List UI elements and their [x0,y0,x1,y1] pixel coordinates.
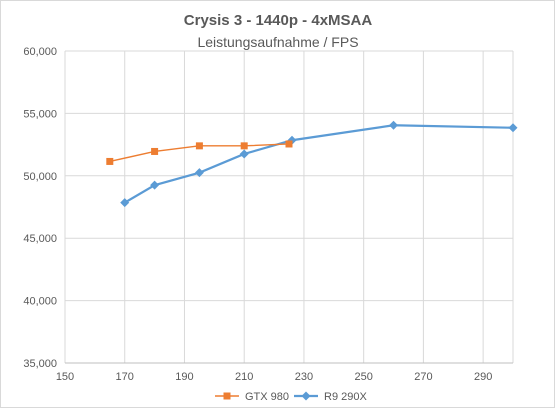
legend-label-gtx-980: GTX 980 [245,391,289,403]
y-tick-label: 55,000 [23,108,57,120]
series-layer [106,120,518,208]
data-point-gtx-980 [151,147,159,155]
series-line-r9-290x [124,124,514,204]
series-gtx-980 [106,140,293,165]
legend-marker-gtx-980 [223,392,231,400]
y-tick-label: 60,000 [23,46,57,58]
x-tick-label: 210 [235,371,253,383]
y-tick-label: 40,000 [23,296,57,308]
x-tick-label: 270 [414,371,432,383]
data-point-r9-290x [389,120,399,130]
axes: 35,000 40,000 45,000 50,000 55,000 60,000 150 1… [23,46,513,383]
data-point-r9-290x [239,149,249,159]
y-tick-label: 50,000 [23,171,57,183]
data-point-r9-290x [120,198,130,208]
series-r9-290x [120,120,518,208]
data-point-r9-290x [508,123,518,133]
legend: GTX 980 R9 290X [215,391,367,403]
grid [64,50,514,364]
x-tick-label: 150 [56,371,74,383]
y-tick-label: 35,000 [23,358,57,370]
legend-marker-r9-290x [301,391,311,401]
chart-title: Crysis 3 - 1440p - 4xMSAA [184,12,373,29]
x-tick-label: 230 [295,371,313,383]
x-tick-label: 190 [175,371,193,383]
data-point-gtx-980 [195,142,203,150]
data-point-gtx-980 [240,142,248,150]
legend-label-r9-290x: R9 290X [324,391,367,403]
data-point-gtx-980 [285,140,293,148]
x-tick-label: 170 [116,371,134,383]
chart-subtitle: Leistungsaufnahme / FPS [197,34,358,50]
y-tick-label: 45,000 [23,233,57,245]
data-point-r9-290x [150,180,160,190]
x-tick-label: 250 [354,371,372,383]
data-point-r9-290x [194,168,204,178]
data-point-gtx-980 [106,157,114,165]
x-tick-label: 290 [474,371,492,383]
